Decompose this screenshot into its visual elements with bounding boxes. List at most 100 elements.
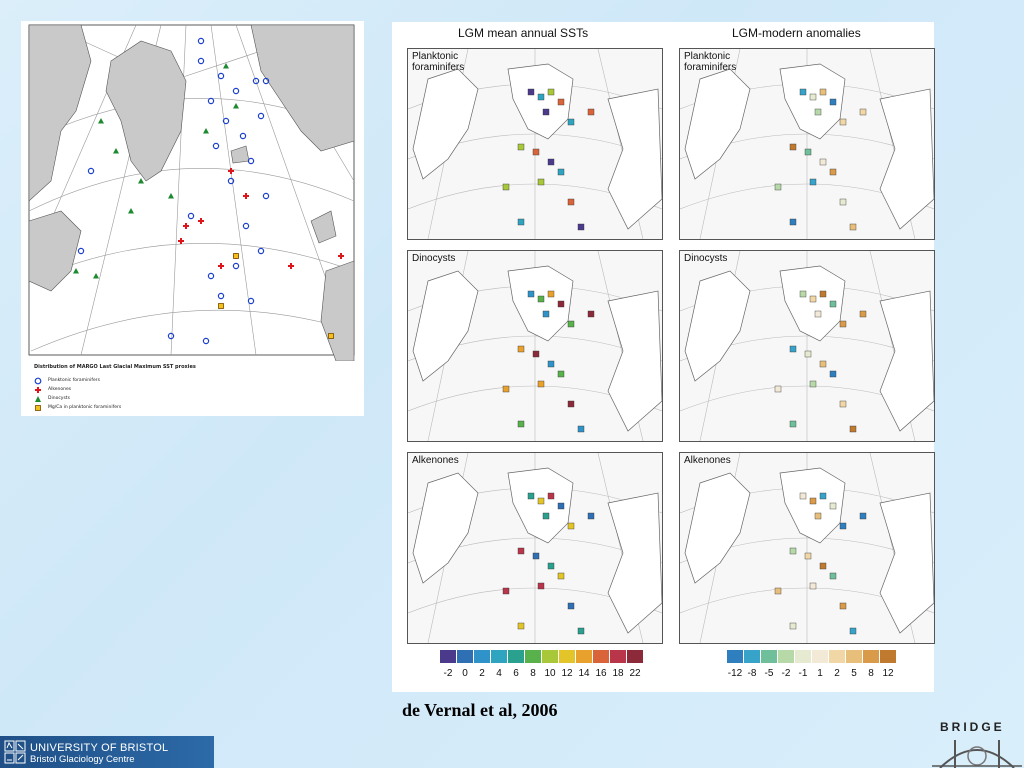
- site-marker: [547, 360, 555, 368]
- site-marker: [799, 290, 807, 298]
- colorbar-swatch: [846, 650, 862, 663]
- dinocyst-site-marker: [203, 128, 209, 134]
- site-marker: [532, 350, 540, 358]
- plank-site-marker: [77, 247, 85, 255]
- site-marker: [567, 198, 575, 206]
- site-marker: [809, 380, 817, 388]
- site-marker: [577, 425, 585, 433]
- site-marker: [859, 512, 867, 520]
- site-marker: [804, 148, 812, 156]
- map-basemap: [408, 49, 662, 239]
- colorbar-swatch: [812, 650, 828, 663]
- col-title-anomalies: LGM-modern anomalies: [732, 26, 861, 40]
- map-label: Dinocysts: [412, 253, 456, 264]
- site-marker: [527, 88, 535, 96]
- colorbar-tick-label: -2: [781, 668, 791, 679]
- site-marker: [774, 183, 782, 191]
- site-marker: [819, 158, 827, 166]
- blue-circle-icon: [34, 377, 42, 384]
- site-marker: [517, 547, 525, 555]
- dinocyst-site-marker: [223, 63, 229, 69]
- colorbar-tick-label: 1: [817, 668, 823, 679]
- proxy-distribution-map: Distribution of MARGO Last Glacial Maxim…: [21, 21, 364, 416]
- plank-site-marker: [197, 57, 205, 65]
- alkenone-site-marker: [198, 218, 204, 224]
- site-marker: [547, 88, 555, 96]
- site-marker: [537, 178, 545, 186]
- plank-site-marker: [232, 262, 240, 270]
- site-marker: [517, 345, 525, 353]
- dinocyst-site-marker: [138, 178, 144, 184]
- site-marker: [542, 512, 550, 520]
- university-logo-bar: UNIVERSITY OF BRISTOL Bristol Glaciology…: [0, 736, 214, 768]
- colorbar-tick-label: -5: [764, 668, 774, 679]
- site-marker: [567, 320, 575, 328]
- colorbar-tick-label: 10: [544, 668, 556, 679]
- plank-site-marker: [262, 192, 270, 200]
- site-marker: [849, 425, 857, 433]
- plank-site-marker: [232, 87, 240, 95]
- site-marker: [567, 602, 575, 610]
- site-marker: [799, 88, 807, 96]
- colorbar-swatch: [593, 650, 609, 663]
- plank-site-marker: [207, 272, 215, 280]
- colorbar-swatch: [761, 650, 777, 663]
- site-marker: [809, 295, 817, 303]
- site-marker: [577, 223, 585, 231]
- map-alk-sst: Alkenones: [407, 452, 663, 644]
- bridge-logo-text: BRIDGE: [940, 720, 1005, 734]
- site-marker: [517, 218, 525, 226]
- colorbar-swatch: [778, 650, 794, 663]
- colorbar-tick-label: 12: [561, 668, 573, 679]
- plank-site-marker: [202, 337, 210, 345]
- site-marker: [809, 178, 817, 186]
- site-marker: [557, 370, 565, 378]
- map-basemap: [408, 453, 662, 643]
- plank-site-marker: [87, 167, 95, 175]
- green-triangle-icon: [35, 395, 41, 402]
- legend-title: Distribution of MARGO Last Glacial Maxim…: [34, 364, 196, 370]
- red-cross-icon: [35, 386, 41, 393]
- site-marker: [839, 198, 847, 206]
- site-marker: [849, 223, 857, 231]
- colorbar-swatch: [727, 650, 743, 663]
- legend-label: Planktonic foraminifers: [48, 378, 100, 383]
- site-marker: [542, 108, 550, 116]
- col-title-sst: LGM mean annual SSTs: [458, 26, 589, 40]
- colorbar-tick-label: 4: [496, 668, 502, 679]
- legend-label: Mg/Ca in planktonic foraminifers: [48, 405, 122, 410]
- site-marker: [819, 88, 827, 96]
- alkenone-site-marker: [178, 238, 184, 244]
- site-marker: [532, 148, 540, 156]
- anomaly-colorbar-ticks: -12 -8 -5 -2 -1 1 2 5 8 12: [727, 668, 902, 682]
- site-marker: [774, 385, 782, 393]
- plank-site-marker: [257, 112, 265, 120]
- legend-row-dinocysts: Dinocysts: [34, 394, 196, 403]
- colorbar-swatch: [559, 650, 575, 663]
- site-marker: [829, 502, 837, 510]
- site-marker: [819, 290, 827, 298]
- site-marker: [557, 300, 565, 308]
- site-marker: [537, 295, 545, 303]
- plank-site-marker: [262, 77, 270, 85]
- legend-label: Dinocysts: [48, 396, 70, 401]
- site-marker: [829, 300, 837, 308]
- dinocyst-site-marker: [93, 273, 99, 279]
- site-marker: [557, 168, 565, 176]
- citation: de Vernal et al, 2006: [402, 700, 558, 720]
- site-marker: [567, 522, 575, 530]
- alkenone-site-marker: [183, 223, 189, 229]
- site-marker: [839, 522, 847, 530]
- site-marker: [839, 602, 847, 610]
- site-marker: [537, 380, 545, 388]
- site-marker: [577, 627, 585, 635]
- plank-site-marker: [217, 72, 225, 80]
- site-marker: [502, 385, 510, 393]
- map-label: Alkenones: [412, 455, 459, 466]
- map-basemap: [680, 49, 934, 239]
- colorbar-swatch: [829, 650, 845, 663]
- colorbar-swatch: [457, 650, 473, 663]
- colorbar-swatch: [491, 650, 507, 663]
- site-marker: [517, 622, 525, 630]
- site-marker: [789, 143, 797, 151]
